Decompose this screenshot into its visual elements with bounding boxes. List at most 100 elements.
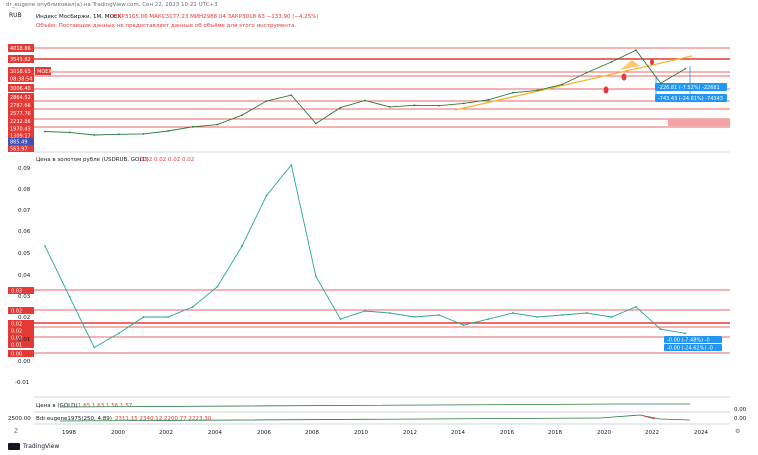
gold-point <box>462 324 465 327</box>
price-label-bg <box>8 93 34 101</box>
publisher-caption: dr_eugene опубликовал(а) на TradingView.… <box>6 2 218 8</box>
gold-left-label: 0.01 <box>11 343 22 349</box>
yellow-triangle <box>620 60 640 70</box>
moex-legend-name: Индекс МосБиржи, 1М, MOEX <box>36 14 121 20</box>
year-label: 2010 <box>354 430 368 436</box>
moex-series <box>44 49 687 136</box>
year-label: 2014 <box>451 430 465 436</box>
gold-label-bg <box>8 341 34 348</box>
moex-point <box>339 106 342 109</box>
year-label: 2006 <box>257 430 271 436</box>
moex-point <box>364 99 366 102</box>
price-label-bg <box>8 138 34 145</box>
gold-legend-name: Цена в золотом рубле (USDRUB, GOLD) <box>36 157 149 163</box>
price-label: 3543.82 <box>10 57 31 63</box>
currency-label: RUB <box>9 12 22 19</box>
moex-point <box>191 125 194 128</box>
gold-measure-box[interactable] <box>664 344 722 351</box>
price-label: 3018.63 <box>10 69 31 75</box>
gold-point <box>339 318 342 320</box>
measure-label: -743.43 (-24.61%) -74343 <box>658 96 723 102</box>
red-marker <box>603 86 609 94</box>
measure-label: -226.81 (-7.52%) -22681 <box>658 85 720 91</box>
settings-gear-icon[interactable]: ⚙ <box>735 428 741 435</box>
time-label-bg <box>8 75 34 82</box>
gold-label-bg <box>8 287 34 294</box>
gold-point <box>364 310 366 312</box>
gold-point <box>659 328 662 331</box>
red-marker <box>650 59 654 65</box>
gold-label-bg <box>8 327 34 334</box>
time-axis: 1998 2000 2002 2004 2006 2008 2010 2012 … <box>62 430 708 436</box>
moex-point <box>68 131 71 134</box>
tradingview-logo-icon <box>8 443 20 450</box>
price-label: 563.97 <box>10 147 28 153</box>
price-label: 1309.17 <box>10 134 31 140</box>
moex-point <box>684 67 687 70</box>
gold-measure-box[interactable] <box>664 336 722 343</box>
price-label-bg <box>8 67 34 75</box>
gold-point <box>241 245 243 248</box>
top-level-lines <box>34 47 730 128</box>
moex-point <box>487 98 490 101</box>
ind2-legend-values: 2311.15 2340.12 2200.77 2223.30 <box>115 416 212 422</box>
gold-left-label: 0.03 <box>11 289 22 295</box>
gold-point <box>265 194 268 197</box>
gold-point <box>191 306 194 308</box>
gold-measure-label: -0.00 (-7.48%) -0 <box>667 338 710 344</box>
gold-point <box>413 316 416 318</box>
gold-left-label: 0.00 <box>11 352 22 358</box>
volume-note: Объём: Поставщик данных не предоставляет… <box>36 23 296 29</box>
moex-point <box>388 106 391 108</box>
gold-point <box>142 316 145 318</box>
measure-box[interactable] <box>655 94 727 102</box>
ind2-legend-name: Bdr.eugene1975(250, 4.89) <box>36 416 112 422</box>
moex-point <box>241 114 243 117</box>
footer-brand: TradingView <box>8 443 59 450</box>
price-label: 2787.66 <box>10 103 31 109</box>
price-label: 4018.86 <box>10 46 31 52</box>
gold-point <box>167 316 170 318</box>
moex-point <box>659 82 662 85</box>
gold-tick: 0.09 <box>18 166 31 172</box>
zoom-out-icon[interactable]: Z <box>14 428 19 435</box>
trend-line[interactable] <box>454 55 693 111</box>
gold-series <box>44 163 687 349</box>
moex-point <box>413 104 416 107</box>
price-label: 2864.52 <box>10 95 31 101</box>
gold-label-bg <box>8 334 34 341</box>
year-label: 1998 <box>62 430 76 436</box>
ind1-legend-values: 1.65 1.63 1.56 1.57 <box>78 403 133 409</box>
price-label-bg <box>8 55 34 63</box>
gold-tick: 0.06 <box>18 229 31 235</box>
price-label-bg <box>8 109 34 117</box>
moex-point <box>438 104 440 107</box>
moex-point <box>167 130 170 132</box>
year-label: 2004 <box>208 430 222 436</box>
moex-point <box>265 100 268 102</box>
moex-legend-ohlc: ОТКР3165.06 МАКС3177.23 МИН2988.04 ЗАКР3… <box>110 14 319 20</box>
year-label: 2000 <box>111 430 125 436</box>
gold-legend-values: 0.02 0.02 0.02 0.02 <box>140 157 194 163</box>
price-label-bg <box>8 125 34 132</box>
moex-point <box>290 94 293 96</box>
measure-box[interactable] <box>655 83 727 91</box>
gold-point <box>438 314 440 316</box>
ind2-axis-label: 2500.00 <box>8 416 31 422</box>
gold-right-ticks: 0.09 0.08 0.07 0.06 0.05 0.04 0.03 0.02 … <box>15 166 31 386</box>
moex-point <box>610 61 613 63</box>
ind1-line <box>59 403 690 408</box>
footer-brand-text: TradingView <box>23 443 60 450</box>
year-label: 2022 <box>645 430 659 436</box>
gold-left-label: 0.02 <box>11 329 22 335</box>
price-label-bg <box>8 145 34 152</box>
moex-tag-bg <box>35 67 51 75</box>
gold-tick: -0.01 <box>15 380 29 386</box>
price-label-bg <box>8 101 34 109</box>
gold-point <box>561 314 564 316</box>
pink-zone <box>668 119 730 126</box>
price-label-bg <box>8 117 34 125</box>
gold-label-bg <box>8 307 34 314</box>
top-price-labels: 4018.86 3543.82 3018.63 MOEX 08:38:54 30… <box>8 44 52 153</box>
